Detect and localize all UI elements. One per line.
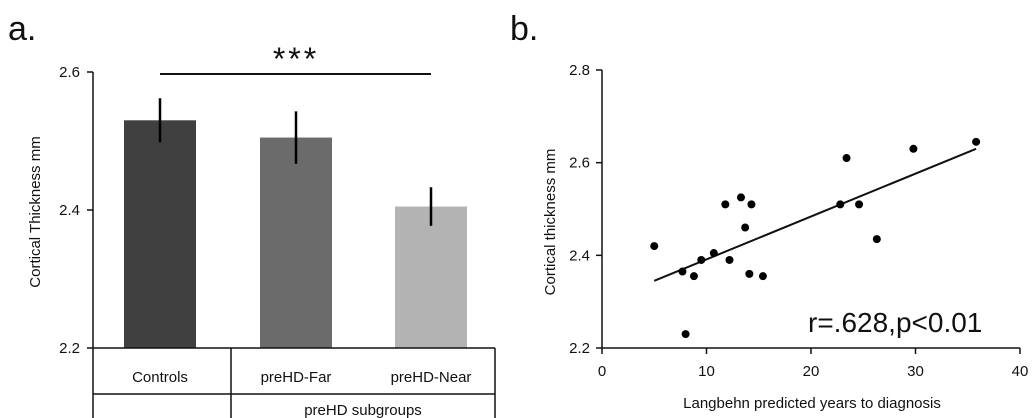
panel-b-y-tick-label: 2.8 [569,62,590,79]
panel-b-x-tick-label: 0 [598,363,606,380]
panel-b-data-point [681,330,690,339]
panel-b-x-tick-label: 40 [1012,363,1029,380]
panel-a-y-axis-title: Cortical Thickness mm [27,136,44,287]
panel-b-data-point [678,267,687,276]
panel-b-x-axis-title: Langbehn predicted years to diagnosis [683,395,941,412]
panel-b-fit-line [653,147,977,282]
panel-a-group-label: preHD subgroups [304,402,422,418]
panel-a-letter: a. [8,10,36,48]
panel-b-data-point [741,223,750,232]
panel-a-category-labels: Controls preHD-Far preHD-Near [132,369,471,386]
panel-a-category-label: preHD-Near [391,369,472,386]
panel-b-annotation: r=.628,p<0.01 [808,307,982,338]
panel-b-data-point [842,154,851,163]
panel-b-x-ticks: 0 10 20 30 40 [598,348,1029,380]
panel-b-y-ticks: 2.2 2.4 2.6 2.8 [569,62,602,357]
panel-a-bar-prehd-far [260,137,332,348]
panel-a-y-tick-label: 2.6 [59,64,80,81]
panel-b-data-point [909,144,918,153]
panel-b: b. Cortical thickness mm Langbehn predic… [510,10,1028,412]
panel-b-x-tick-label: 20 [803,363,820,380]
panel-b-x-tick-label: 10 [698,363,715,380]
panel-b-y-axis-title: Cortical thickness mm [542,149,559,296]
panel-b-data-point [872,235,881,244]
panel-b-data-point [689,272,698,281]
panel-a-category-label: preHD-Far [261,369,332,386]
panel-b-data-point [747,200,756,209]
panel-b-letter: b. [510,10,538,48]
panel-b-data-point [709,249,718,258]
panel-a-bar-prehd-near [395,206,467,348]
panel-a-bar-controls [124,120,196,348]
panel-b-data-point [972,137,981,146]
panel-b-data-point [697,255,706,264]
panel-b-data-point [721,200,730,209]
panel-a: a. Cortical Thickness mm 2.2 2.4 2.6 Contr… [8,10,496,418]
panel-a-y-ticks: 2.2 2.4 2.6 [59,64,93,357]
panel-b-y-tick-label: 2.4 [569,247,590,264]
panel-b-data-point [725,255,734,264]
panel-a-significance-label: *** [273,41,319,77]
panel-a-y-tick-label: 2.4 [59,202,80,219]
panel-b-y-tick-label: 2.6 [569,155,590,172]
panel-b-data-point [758,272,767,281]
panel-b-data-point [745,269,754,278]
panel-a-y-tick-label: 2.2 [59,340,80,357]
panel-b-data-point [855,200,864,209]
panel-b-points [650,137,981,339]
panel-a-bars [124,98,467,348]
panel-b-data-point [836,200,845,209]
panel-b-y-tick-label: 2.2 [569,340,590,357]
panel-b-data-point [736,193,745,202]
panel-b-data-point [650,242,659,251]
panel-a-category-table [93,347,496,418]
panel-a-category-label: Controls [132,369,188,386]
panel-b-x-tick-label: 30 [907,363,924,380]
